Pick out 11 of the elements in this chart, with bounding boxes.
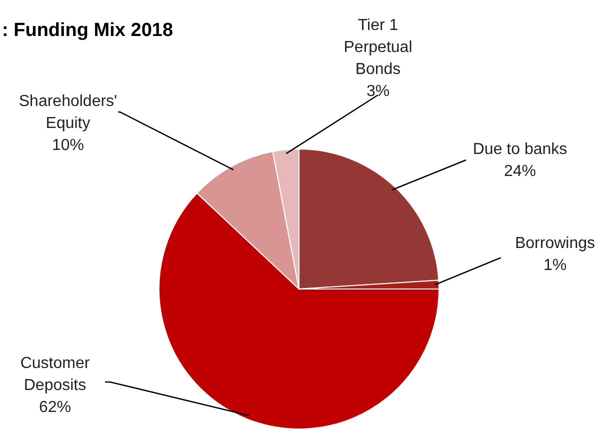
- data-label: 1%: [543, 257, 567, 274]
- slice-label: Tier 1 Perpetual Bonds: [344, 17, 412, 78]
- slice-label: Due to banks: [472, 141, 568, 158]
- slice-label: Borrowings: [514, 235, 596, 252]
- chart-title: : Funding Mix 2018: [2, 20, 174, 41]
- data-label: 3%: [366, 83, 390, 100]
- slice-label: Shareholders' Equity: [18, 93, 118, 132]
- data-label: 24%: [504, 163, 536, 180]
- data-label: 62%: [38, 399, 72, 416]
- data-label: 10%: [52, 137, 84, 154]
- slice-label: Customer Deposits: [20, 355, 90, 394]
